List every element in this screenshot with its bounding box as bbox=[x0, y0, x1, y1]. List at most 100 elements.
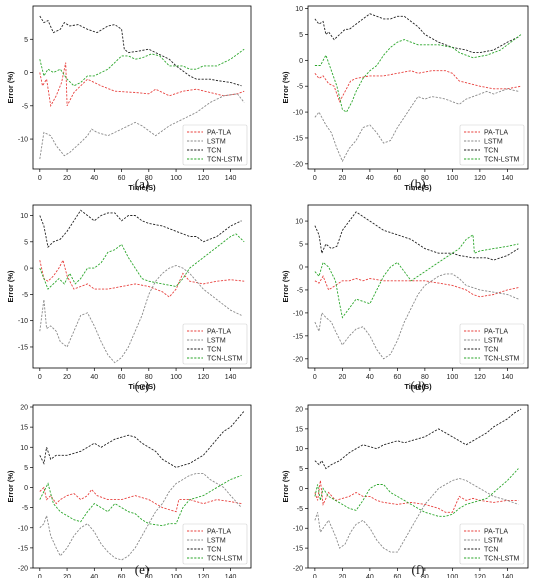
y-tick-label: 5 bbox=[24, 239, 28, 246]
series-line-tcn-lstm bbox=[314, 34, 522, 113]
x-tick-label: 100 bbox=[447, 175, 459, 182]
series-line-pa-tla bbox=[314, 480, 519, 513]
x-tick-label: 140 bbox=[502, 175, 514, 182]
x-tick-label: 80 bbox=[145, 374, 153, 381]
x-tick-label: 20 bbox=[63, 374, 71, 381]
y-tick-label: -15 bbox=[293, 135, 303, 142]
x-tick-label: 20 bbox=[338, 175, 346, 182]
y-tick-label: 5 bbox=[24, 37, 28, 44]
legend-label: TCN bbox=[207, 546, 221, 553]
series-line-tcn bbox=[314, 408, 522, 470]
legend-label: PA-TLA bbox=[484, 528, 508, 535]
series-line-tcn-lstm bbox=[39, 474, 242, 527]
series-line-tcn-lstm bbox=[39, 233, 245, 290]
series-line-lstm bbox=[39, 265, 242, 364]
x-tick-label: 120 bbox=[197, 374, 209, 381]
y-tick-label: -5 bbox=[297, 287, 303, 294]
legend-label: TCN-LSTM bbox=[484, 156, 520, 163]
y-tick-label: -10 bbox=[293, 310, 303, 317]
legend-box bbox=[459, 523, 525, 565]
y-tick-label: -15 bbox=[293, 546, 303, 553]
y-tick-label: 0 bbox=[24, 70, 28, 77]
chart-panel-1: 0 20 40 60 80 100 120 140 -20 -15 -10 -5 0 5 10 Time(S)… bbox=[281, 5, 529, 192]
panel-caption: (b) bbox=[410, 176, 425, 191]
y-tick-label: -10 bbox=[18, 137, 28, 144]
y-tick-label: -5 bbox=[297, 84, 303, 91]
x-tick-label: 60 bbox=[118, 175, 126, 182]
y-tick-label: 10 bbox=[295, 446, 303, 453]
y-tick-label: 10 bbox=[295, 6, 303, 13]
legend-box bbox=[182, 523, 248, 565]
y-tick-label: 5 bbox=[299, 32, 303, 39]
x-tick-label: 140 bbox=[225, 175, 237, 182]
legend-label: PA-TLA bbox=[484, 129, 508, 136]
x-axis-label: Time(S) bbox=[128, 183, 156, 192]
chart-panel-3: 0 20 40 60 80 100 120 140 -20 -15 -10 -5 0 5 10 Time(S)… bbox=[281, 204, 529, 393]
y-axis-label: Error (%) bbox=[6, 71, 15, 104]
y-axis-label: Error (%) bbox=[6, 270, 15, 303]
y-axis-label: Error (%) bbox=[281, 270, 290, 303]
x-tick-label: 100 bbox=[170, 574, 182, 578]
y-axis-label: Error (%) bbox=[6, 470, 15, 503]
legend-label: TCN bbox=[484, 346, 498, 353]
x-tick-label: 60 bbox=[393, 574, 401, 578]
x-tick-label: 140 bbox=[225, 374, 237, 381]
plot-frame bbox=[32, 204, 252, 369]
y-tick-label: 15 bbox=[295, 426, 303, 433]
series-line-lstm bbox=[39, 472, 242, 561]
x-tick-label: 40 bbox=[90, 175, 98, 182]
x-tick-label: 40 bbox=[366, 374, 374, 381]
legend-label: TCN bbox=[484, 546, 498, 553]
chart-panel-4: 020406080100120140-20-15-10-505101520Tim… bbox=[6, 405, 252, 578]
x-tick-label: 0 bbox=[38, 175, 42, 182]
y-tick-label: 0 bbox=[24, 266, 28, 273]
x-tick-label: 0 bbox=[38, 374, 42, 381]
legend-box bbox=[182, 124, 248, 166]
y-tick-label: -5 bbox=[22, 292, 28, 299]
chart-panel-5: 020406080100120140-20-15-10-505101520Tim… bbox=[281, 404, 529, 578]
y-tick-label: 10 bbox=[20, 213, 28, 220]
x-tick-label: 140 bbox=[502, 574, 514, 578]
x-tick-label: 80 bbox=[421, 175, 429, 182]
panel-caption: (e) bbox=[135, 562, 149, 577]
y-axis-label: Error (%) bbox=[281, 470, 290, 503]
panel-caption: (d) bbox=[410, 378, 425, 393]
x-tick-label: 20 bbox=[338, 374, 346, 381]
plot-frame bbox=[32, 5, 252, 170]
legend-label: LSTM bbox=[484, 537, 503, 544]
legend-label: TCN-LSTM bbox=[484, 355, 520, 362]
x-tick-label: 100 bbox=[170, 175, 182, 182]
y-tick-label: 0 bbox=[299, 486, 303, 493]
y-tick-label: -10 bbox=[18, 525, 28, 532]
y-tick-label: -15 bbox=[18, 545, 28, 552]
y-tick-label: -15 bbox=[18, 344, 28, 351]
series-line-tcn bbox=[314, 211, 519, 261]
x-tick-label: 20 bbox=[63, 175, 71, 182]
x-axis-label: Time(S) bbox=[404, 183, 432, 192]
y-tick-label: -10 bbox=[293, 110, 303, 117]
x-tick-label: 40 bbox=[366, 574, 374, 578]
y-tick-label: -20 bbox=[18, 566, 28, 573]
x-tick-label: 120 bbox=[197, 574, 209, 578]
chart-panel-2: 0 20 40 60 80 100 120 140 -15 -10 -5 0 5 10 Time(S) Err… bbox=[6, 204, 252, 393]
x-tick-label: 60 bbox=[393, 374, 401, 381]
legend-label: TCN-LSTM bbox=[207, 156, 243, 163]
y-tick-label: -10 bbox=[293, 526, 303, 533]
series-line-pa-tla bbox=[314, 275, 519, 298]
x-tick-label: 60 bbox=[118, 374, 126, 381]
y-tick-label: 0 bbox=[24, 485, 28, 492]
legend-box bbox=[182, 323, 248, 365]
legend-label: LSTM bbox=[207, 537, 226, 544]
series-line-pa-tla bbox=[39, 258, 245, 298]
x-tick-label: 40 bbox=[90, 374, 98, 381]
x-tick-label: 100 bbox=[447, 374, 459, 381]
x-tick-label: 120 bbox=[474, 574, 486, 578]
x-tick-label: 120 bbox=[197, 175, 209, 182]
series-line-lstm bbox=[314, 88, 519, 163]
series-line-tcn bbox=[39, 15, 242, 87]
series-line-lstm bbox=[314, 478, 519, 553]
x-tick-label: 0 bbox=[313, 574, 317, 578]
chart-panel-0: 0 20 40 60 80 100 120 140 -10 -5 0 5 Time(S) Error (%… bbox=[6, 5, 252, 192]
y-tick-label: -15 bbox=[293, 333, 303, 340]
